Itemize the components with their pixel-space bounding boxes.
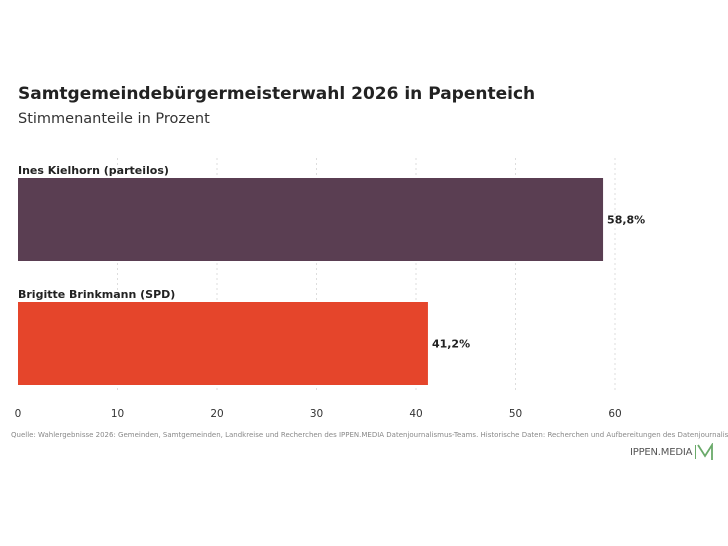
x-axis-ticks: 0 10 20 30 40 50 60: [15, 408, 622, 420]
source-note: Quelle: Wahlergebnisse 2026: Gemeinden, …: [11, 431, 728, 439]
x-tick-label: 30: [310, 408, 323, 420]
brand-logo: IPPEN.MEDIA: [630, 442, 714, 462]
bar-value-label: 41,2%: [432, 338, 470, 351]
brand-divider: [695, 445, 697, 459]
grid-lines: [117, 158, 616, 390]
chart-title: Samtgemeindebürgermeisterwahl 2026 in Pa…: [18, 84, 536, 104]
x-tick-label: 0: [15, 408, 22, 420]
bars: Ines Kielhorn (parteilos) 58,8% Brigitte B…: [18, 164, 645, 385]
bar-chart: Ines Kielhorn (parteilos) 58,8% Brigitte B…: [15, 158, 645, 420]
bar: [18, 178, 604, 261]
x-tick-label: 10: [111, 408, 124, 420]
bar: [18, 302, 428, 385]
x-tick-label: 20: [210, 408, 223, 420]
brand-name: IPPEN.MEDIA: [630, 446, 693, 458]
x-tick-label: 50: [509, 408, 522, 420]
x-tick-label: 40: [409, 408, 422, 420]
bar-category-label: Ines Kielhorn (parteilos): [18, 164, 169, 177]
bar-category-label: Brigitte Brinkmann (SPD): [18, 288, 175, 301]
m-logo-icon: [697, 443, 714, 460]
bar-value-label: 58,8%: [607, 214, 645, 227]
chart-subtitle: Stimmenanteile in Prozent: [18, 111, 210, 127]
x-tick-label: 60: [608, 408, 621, 420]
